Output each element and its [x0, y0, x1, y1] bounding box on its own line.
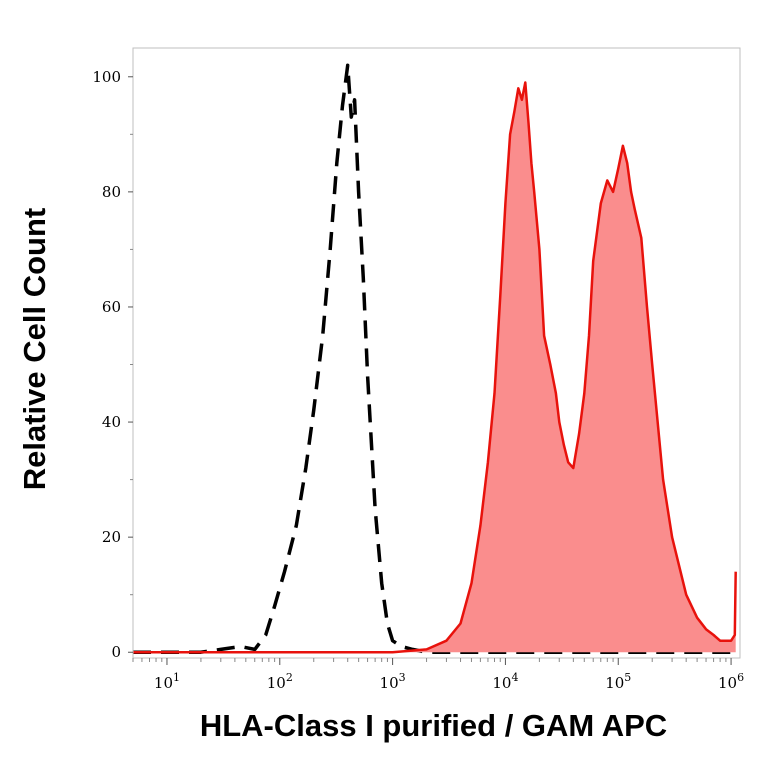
x-axis-title: HLA-Class I purified / GAM APC	[200, 708, 667, 743]
series-fill-1	[133, 82, 736, 653]
y-tick-label: 100	[92, 68, 121, 86]
series-line-1	[133, 81, 737, 654]
y-tick-label: 40	[102, 413, 121, 431]
x-tick-label: 104	[492, 671, 518, 692]
x-tick-label: 103	[380, 671, 406, 692]
y-tick-label: 60	[102, 298, 121, 316]
x-tick-label: 106	[718, 671, 744, 692]
y-axis-title: Relative Cell Count	[17, 208, 52, 491]
x-tick-label: 105	[605, 671, 631, 692]
x-tick-label: 101	[154, 671, 180, 692]
y-tick-label: 20	[102, 528, 121, 546]
plot-layer	[133, 63, 737, 654]
x-tick-label: 102	[267, 671, 293, 692]
axis-layer: 0 20 40 60 80 100 101 102 103 104 105 106	[92, 68, 744, 692]
y-tick-label: 0	[111, 643, 121, 661]
plot-frame	[132, 47, 741, 659]
y-tick-label: 80	[102, 183, 121, 201]
